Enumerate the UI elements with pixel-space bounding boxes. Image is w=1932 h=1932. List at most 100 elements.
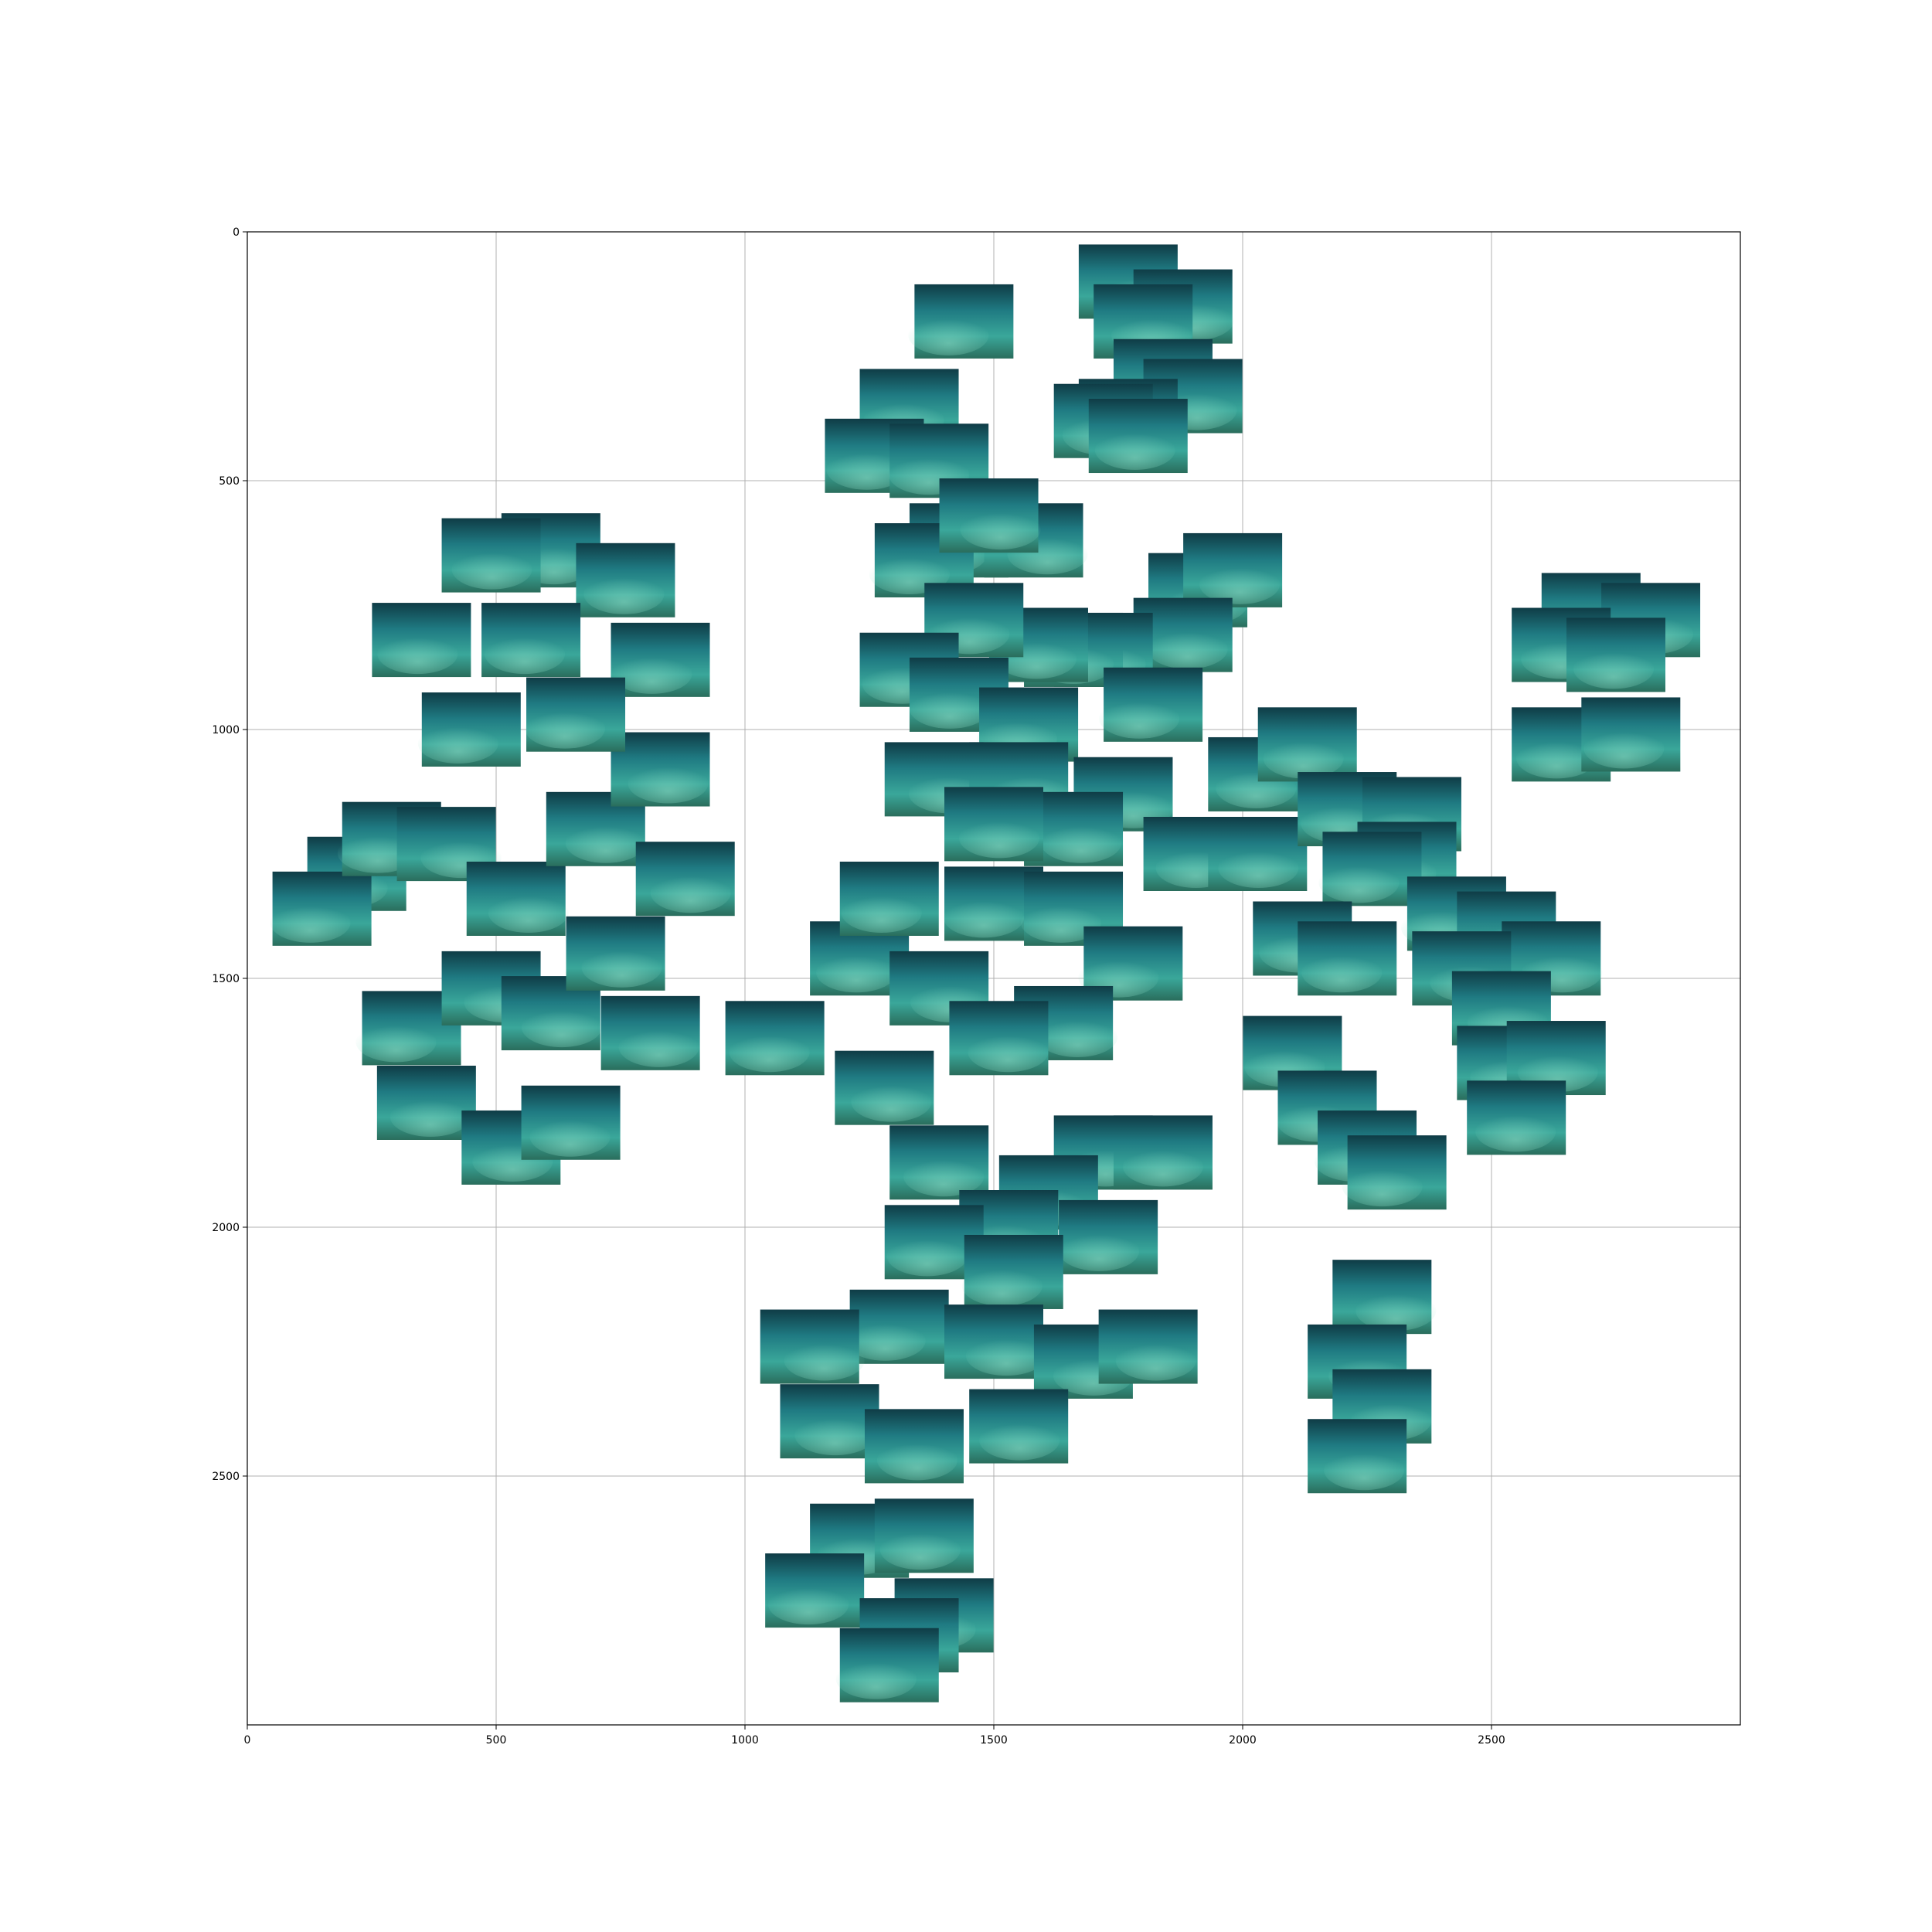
thumbnail-seabed-highlight — [1199, 563, 1281, 604]
thumbnail-seabed-highlight — [377, 634, 458, 675]
image-thumbnail-point — [845, 1289, 949, 1364]
image-thumbnail-point — [1581, 697, 1681, 772]
thumbnail-seabed-highlight — [1263, 738, 1344, 779]
image-thumbnail-point — [1099, 667, 1203, 742]
y-tick-label: 1500 — [212, 973, 240, 985]
image-thumbnail-point — [635, 842, 735, 917]
thumbnail-seabed-highlight — [417, 723, 498, 764]
thumbnail-seabed-highlight — [851, 1081, 932, 1122]
image-thumbnail-point — [525, 677, 626, 752]
image-thumbnail-point — [760, 1309, 865, 1384]
x-tick-label: 1500 — [980, 1734, 1008, 1747]
thumbnail-seabed-highlight — [961, 1265, 1043, 1306]
thumbnail-seabed-highlight — [1115, 1340, 1196, 1381]
image-thumbnail-point — [1308, 1419, 1407, 1494]
thumbnail-seabed-highlight — [1324, 1450, 1405, 1491]
x-tick-label: 2000 — [1229, 1734, 1257, 1747]
image-thumbnail-point — [874, 1498, 974, 1573]
thumbnail-seabed-highlight — [1475, 1111, 1556, 1152]
x-tick-label: 500 — [486, 1734, 507, 1747]
thumbnail-seabed-highlight — [1147, 628, 1228, 669]
thumbnail-seabed-highlight — [485, 634, 566, 675]
image-thumbnail-point — [884, 1205, 984, 1280]
thumbnail-seabed-highlight — [565, 822, 646, 863]
image-thumbnail-point — [566, 916, 665, 991]
image-thumbnail-point — [1467, 1080, 1566, 1155]
image-thumbnail-point — [466, 861, 569, 936]
thumbnail-seabed-highlight — [1318, 862, 1400, 903]
thumbnail-seabed-highlight — [618, 1026, 699, 1067]
image-thumbnail-point — [1208, 817, 1308, 891]
y-tick-label: 1000 — [212, 724, 240, 736]
y-tick-label: 500 — [219, 475, 240, 488]
thumbnail-seabed-highlight — [768, 1584, 849, 1625]
thumbnail-seabed-highlight — [451, 549, 532, 590]
thumbnail-seabed-highlight — [488, 892, 569, 933]
thumbnail-seabed-highlight — [1583, 728, 1665, 769]
image-thumbnail-point — [1098, 1309, 1198, 1384]
thumbnail-seabed-highlight — [959, 818, 1039, 859]
thumbnail-seabed-highlight — [581, 947, 662, 988]
image-thumbnail-point — [908, 284, 1014, 359]
image-thumbnail-markers — [270, 244, 1701, 1702]
image-thumbnail-point — [780, 1384, 879, 1459]
thumbnail-seabed-highlight — [841, 892, 922, 933]
image-thumbnail-point — [1133, 597, 1233, 672]
image-thumbnail-point — [944, 787, 1043, 862]
image-thumbnail-point — [765, 1553, 865, 1628]
thumbnail-seabed-highlight — [960, 509, 1041, 550]
thumbnail-seabed-highlight — [966, 1335, 1046, 1376]
image-thumbnail-point — [1332, 1260, 1437, 1335]
image-thumbnail-point — [376, 1066, 476, 1140]
image-thumbnail-point — [481, 603, 581, 678]
thumbnail-seabed-highlight — [1037, 1016, 1118, 1057]
thumbnail-seabed-highlight — [1218, 848, 1299, 888]
thumbnail-seabed-highlight — [1516, 738, 1597, 779]
image-thumbnail-point — [961, 1234, 1063, 1309]
thumbnail-seabed-highlight — [909, 688, 990, 729]
image-thumbnail-point — [969, 1389, 1069, 1464]
thumbnail-seabed-highlight — [903, 1156, 985, 1197]
thumbnail-seabed-highlight — [1355, 1291, 1437, 1332]
y-tick-label: 2500 — [212, 1471, 240, 1483]
thumbnail-seabed-highlight — [628, 763, 709, 804]
image-thumbnail-point — [1113, 1115, 1213, 1190]
x-tick-label: 2500 — [1478, 1734, 1505, 1747]
thumbnail-seabed-highlight — [529, 1116, 611, 1157]
image-thumbnail-point — [835, 1628, 939, 1702]
image-thumbnail-point — [944, 1304, 1046, 1379]
image-thumbnail-point — [1257, 707, 1357, 782]
thumbnail-seabed-highlight — [1021, 902, 1102, 943]
thumbnail-seabed-highlight — [908, 315, 989, 355]
thumbnail-seabed-highlight — [1094, 430, 1175, 471]
axis-ticks: 0 500 1000 1500 2000 2500 0 500 1000 1500 2000 2500 — [212, 226, 1505, 1747]
thumbnail-seabed-highlight — [816, 952, 897, 993]
thumbnail-seabed-highlight — [784, 1340, 865, 1381]
image-thumbnail-point — [521, 1085, 621, 1160]
thumbnail-seabed-highlight — [1059, 1230, 1140, 1271]
image-thumbnail-point — [835, 1050, 934, 1125]
image-thumbnail-point — [600, 995, 700, 1070]
thumbnail-seabed-highlight — [611, 653, 692, 694]
thumbnail-seabed-highlight — [270, 902, 351, 943]
image-thumbnail-point — [611, 622, 710, 697]
thumbnail-seabed-highlight — [583, 573, 665, 614]
image-thumbnail-point — [864, 1409, 964, 1484]
image-thumbnail-point — [417, 692, 521, 767]
thumbnail-seabed-highlight — [826, 449, 907, 490]
image-thumbnail-point — [939, 478, 1041, 553]
thumbnail-seabed-highlight — [1041, 822, 1122, 863]
thumbnail-seabed-highlight — [1573, 648, 1654, 689]
thumbnail-seabed-highlight — [1301, 952, 1383, 993]
thumbnail-seabed-highlight — [389, 1097, 471, 1137]
thumbnail-seabed-highlight — [886, 1236, 968, 1277]
thumbnail-seabed-highlight — [876, 1440, 957, 1481]
thumbnail-seabed-highlight — [521, 1007, 602, 1048]
image-thumbnail-point — [1318, 832, 1422, 906]
image-thumbnail-point — [725, 1001, 825, 1076]
y-tick-label: 0 — [233, 226, 240, 239]
x-tick-label: 0 — [244, 1734, 251, 1747]
image-thumbnail-point — [441, 518, 541, 593]
thumbnail-seabed-highlight — [879, 1529, 961, 1570]
